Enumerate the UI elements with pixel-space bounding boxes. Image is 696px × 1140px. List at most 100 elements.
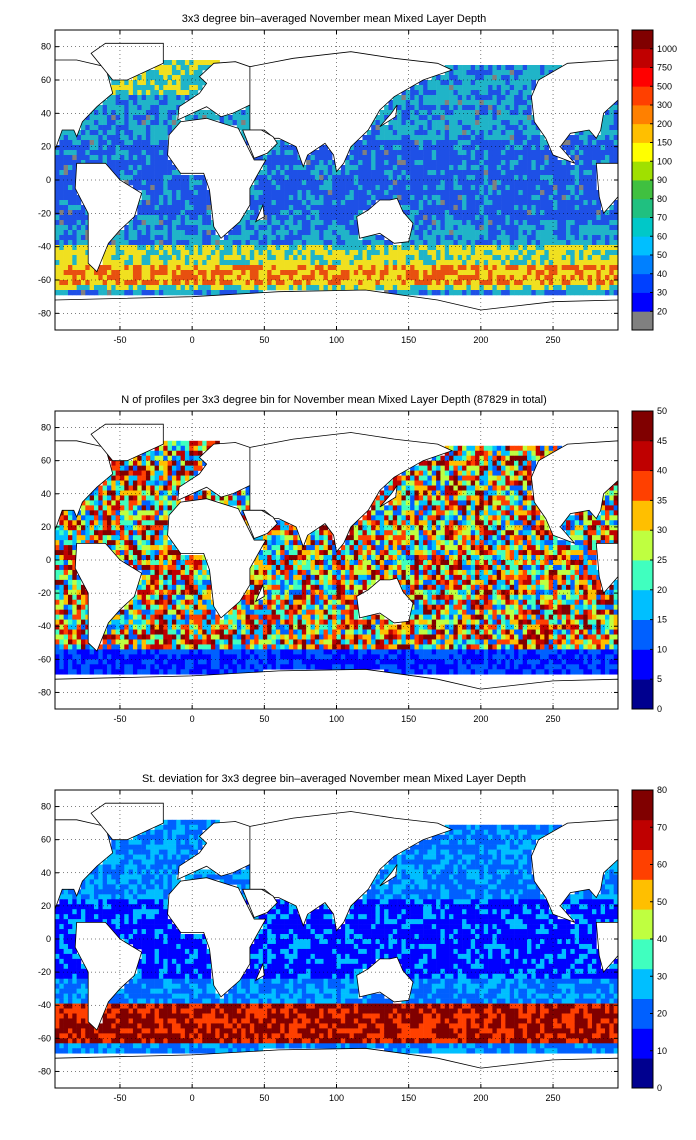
data-cell [284, 205, 290, 211]
data-cell [462, 90, 467, 96]
data-cell [479, 255, 485, 261]
data-cell [340, 195, 346, 201]
data-cell [132, 525, 138, 531]
data-cell [167, 75, 173, 81]
data-cell [479, 100, 485, 106]
colorbar-segment [632, 123, 653, 143]
data-cell [566, 225, 571, 231]
data-cell [59, 260, 64, 266]
data-cell [323, 235, 329, 241]
data-cell [587, 230, 593, 236]
data-cell [128, 275, 134, 281]
data-cell [132, 100, 138, 106]
data-cell [193, 80, 199, 86]
data-cell [470, 130, 476, 136]
data-cell [202, 215, 207, 221]
data-cell [483, 100, 489, 106]
data-cell [154, 95, 160, 101]
data-cell [470, 150, 476, 156]
data-cell [102, 649, 108, 655]
data-cell [241, 265, 246, 271]
data-cell [613, 265, 619, 271]
data-cell [349, 215, 355, 221]
data-cell [431, 265, 437, 271]
data-cell [124, 100, 129, 106]
data-cell [592, 245, 597, 251]
data-cell [548, 220, 554, 226]
data-cell [596, 210, 601, 216]
data-cell [596, 235, 601, 241]
data-cell [55, 220, 60, 226]
data-cell [548, 180, 554, 186]
data-cell [271, 195, 277, 201]
data-cell [80, 125, 86, 131]
data-cell [449, 175, 454, 181]
data-cell [67, 235, 73, 241]
data-cell [418, 220, 424, 226]
data-cell [98, 105, 103, 111]
data-cell [509, 100, 515, 106]
data-cell [106, 150, 112, 156]
data-cell [449, 240, 454, 246]
data-cell [210, 260, 216, 266]
data-cell [63, 135, 69, 141]
data-cell [288, 275, 294, 281]
data-cell [163, 225, 168, 231]
data-cell [414, 135, 420, 141]
data-cell [358, 260, 363, 266]
data-cell [418, 275, 424, 281]
data-cell [371, 190, 376, 196]
data-cell [128, 669, 134, 675]
data-cell [358, 160, 363, 166]
data-cell [102, 634, 108, 640]
data-cell [327, 265, 333, 271]
data-cell [371, 180, 376, 186]
data-cell [63, 145, 69, 151]
data-cell [154, 195, 160, 201]
data-cell [453, 65, 459, 71]
data-cell [76, 285, 82, 291]
data-cell [583, 185, 588, 191]
data-cell [275, 225, 281, 231]
data-cell [314, 275, 320, 281]
data-cell [540, 265, 545, 271]
data-cell [492, 250, 498, 256]
data-cell [527, 105, 532, 111]
data-cell [570, 245, 575, 251]
data-cell [141, 285, 147, 291]
data-cell [509, 290, 515, 296]
data-cell [336, 200, 342, 206]
data-cell [544, 235, 550, 241]
data-cell [470, 145, 476, 151]
data-cell [531, 135, 537, 141]
data-cell [466, 105, 472, 111]
data-cell [509, 215, 515, 221]
data-cell [163, 180, 168, 186]
data-cell [392, 145, 398, 151]
data-cell [85, 609, 90, 615]
data-cell [202, 275, 207, 281]
data-cell [505, 245, 511, 251]
data-cell [462, 70, 467, 76]
data-cell [206, 210, 212, 216]
data-cell [98, 644, 103, 650]
data-cell [301, 200, 307, 206]
data-cell [184, 180, 190, 186]
data-cell [189, 115, 194, 121]
data-cell [470, 225, 476, 231]
data-cell [267, 255, 272, 261]
data-cell [85, 500, 90, 506]
data-cell [115, 475, 121, 481]
data-cell [379, 165, 385, 171]
data-cell [600, 230, 606, 236]
data-cell [124, 255, 129, 261]
data-cell [132, 75, 138, 81]
data-cell [67, 644, 73, 650]
data-cell [496, 230, 502, 236]
data-cell [293, 220, 298, 226]
data-cell [609, 265, 614, 271]
data-cell [570, 155, 575, 161]
data-cell [466, 170, 472, 176]
data-cell [154, 100, 160, 106]
data-cell [405, 145, 411, 151]
